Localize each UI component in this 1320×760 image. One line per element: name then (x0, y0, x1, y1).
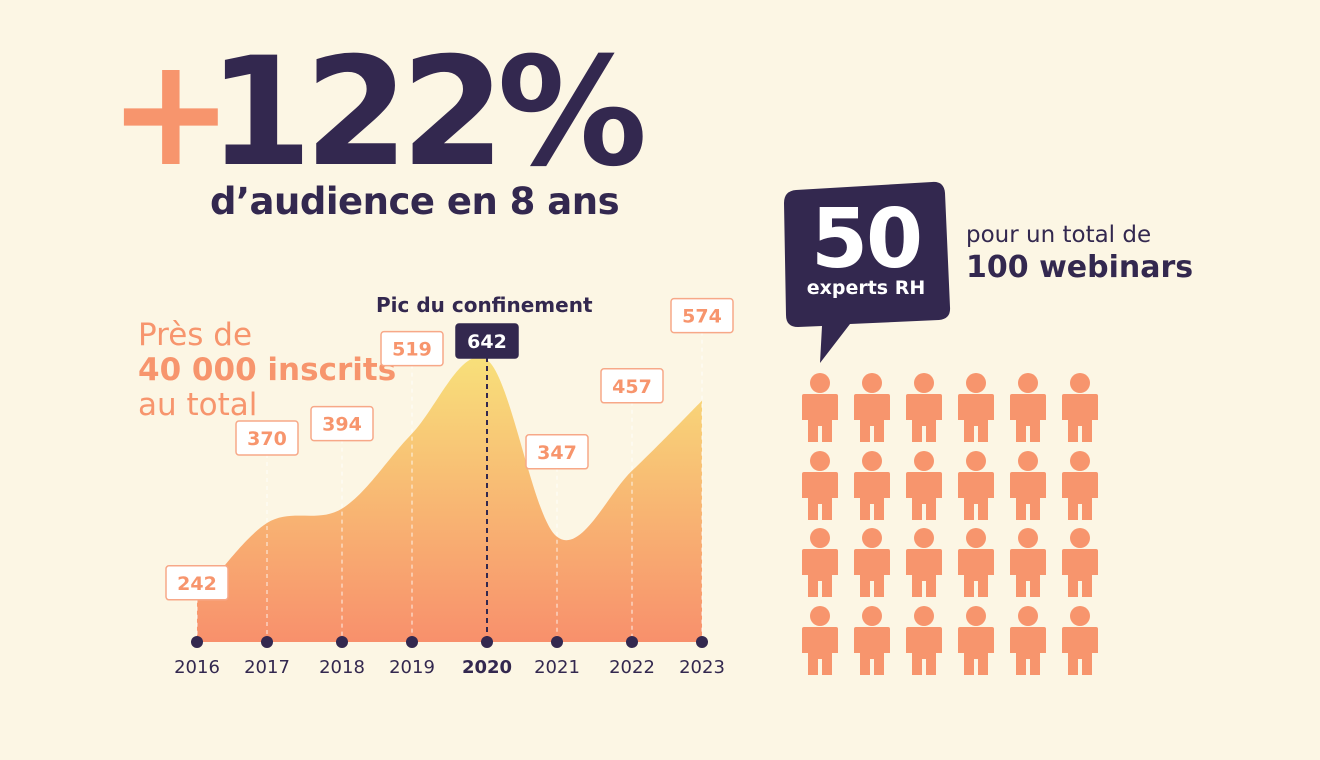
person-icon (1054, 450, 1106, 522)
data-point-2019 (406, 636, 418, 648)
person-icon (794, 527, 846, 599)
value-label-2023: 574 (682, 306, 722, 328)
data-point-2021 (551, 636, 563, 648)
speech-bubble (784, 181, 951, 363)
total-line-3: au total (138, 387, 258, 423)
year-label-2018: 2018 (319, 657, 365, 678)
person-icon (1054, 372, 1106, 444)
year-label-2022: 2022 (609, 657, 655, 678)
year-label-2021: 2021 (534, 657, 580, 678)
person-icon (1002, 605, 1054, 677)
experts-label: experts RH (806, 277, 926, 299)
year-label-2019: 2019 (389, 657, 435, 678)
person-icon (1002, 527, 1054, 599)
speech-bubble-shape (784, 181, 951, 363)
value-box-2022 (600, 368, 664, 404)
year-label-2023: 2023 (679, 657, 725, 678)
audience-area (197, 356, 702, 642)
person-icon (846, 605, 898, 677)
value-label-2016: 242 (177, 573, 217, 595)
webinars-intro: pour un total de (966, 222, 1152, 248)
person-icon (950, 450, 1002, 522)
value-box-2020 (455, 323, 519, 359)
person-icon (846, 450, 898, 522)
person-icon (950, 527, 1002, 599)
person-icon (898, 450, 950, 522)
data-point-2023 (696, 636, 708, 648)
year-label-2020: 2020 (462, 657, 512, 678)
person-icon (1002, 372, 1054, 444)
audience-area-chart: 2016 242 2017 370 2018 394 2019 519 2020 642 2021 3… (165, 297, 734, 678)
person-icon (950, 372, 1002, 444)
person-icon (898, 605, 950, 677)
total-line-1: Près de (138, 317, 253, 353)
peak-annotation: Pic du confinement (376, 293, 593, 317)
person-icon (898, 527, 950, 599)
data-point-2016 (191, 636, 203, 648)
value-box-2018 (310, 405, 374, 442)
person-icon (898, 372, 950, 444)
people-grid (794, 372, 1114, 682)
value-box-2021 (525, 434, 589, 470)
year-label-2017: 2017 (244, 657, 290, 678)
value-label-2018: 394 (322, 414, 362, 436)
data-point-2018 (336, 636, 348, 648)
headline-subtitle: d’audience en 8 ans (210, 180, 620, 223)
data-point-2020 (481, 636, 493, 648)
value-box-2017 (235, 420, 299, 456)
value-box-2023 (670, 297, 734, 334)
data-point-2022 (626, 636, 638, 648)
value-label-2021: 347 (537, 442, 577, 464)
person-icon (1054, 605, 1106, 677)
value-label-2017: 370 (247, 428, 287, 450)
person-icon (794, 450, 846, 522)
year-label-2016: 2016 (174, 657, 220, 678)
value-box-2016 (165, 565, 229, 601)
person-icon (1054, 527, 1106, 599)
headline: +122% (108, 26, 647, 200)
person-icon (794, 605, 846, 677)
chart-layer: 2016 242 2017 370 2018 394 2019 519 2020 642 2021 3… (165, 297, 734, 678)
experts-count: 50 (810, 192, 923, 287)
person-icon (846, 372, 898, 444)
total-line-2: 40 000 inscrits (138, 352, 397, 388)
value-label-2020: 642 (467, 331, 507, 353)
webinars-total: 100 webinars (966, 250, 1194, 285)
data-point-2017 (261, 636, 273, 648)
total-registrations: Près de 40 000 inscrits au total (138, 318, 396, 423)
person-icon (950, 605, 1002, 677)
headline-percent: 122% (208, 26, 647, 200)
value-label-2022: 457 (612, 376, 652, 398)
person-icon (1002, 450, 1054, 522)
value-label-2019: 519 (392, 339, 432, 361)
value-box-2019 (380, 330, 444, 367)
person-icon (794, 372, 846, 444)
person-icon (846, 527, 898, 599)
